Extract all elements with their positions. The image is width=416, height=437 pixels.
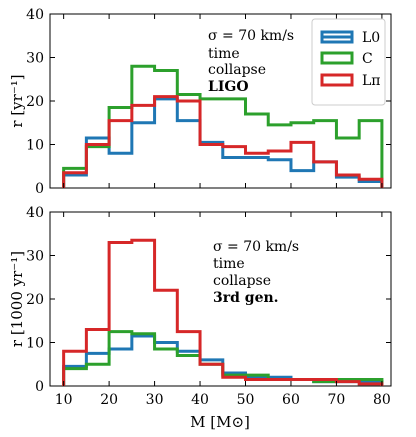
- bot-xtick-label-80: 80: [373, 392, 391, 408]
- top-ytick-label-30: 30: [26, 51, 44, 67]
- bot-ytick-label-0: 0: [35, 379, 44, 395]
- bottom-annotation-bold: 3rd gen.: [213, 290, 279, 306]
- bottom-annotation-line-2: time: [213, 256, 245, 272]
- legend-patch-l0: [320, 30, 354, 44]
- top-annotation-line-1: σ = 70 km/s: [208, 28, 294, 44]
- bot-series-l-line: [62, 238, 384, 386]
- bottom-series-group: [62, 238, 384, 386]
- bottom-xlabel: M [M⊙]: [190, 413, 250, 431]
- bot-xtick-label-20: 20: [100, 392, 118, 408]
- bottom-panel: 0 10 20 30 40 10 20 30 40 50 60 70 80 r [1000 yr⁻¹]…: [8, 205, 392, 431]
- top-annotation: σ = 70 km/s time collapse LIGO: [208, 28, 294, 95]
- bot-xtick-label-60: 60: [282, 392, 300, 408]
- top-panel: 0 10 20 30 40 r [yr⁻¹] σ = 70 km/s time coll…: [8, 7, 392, 197]
- bot-ytick-label-40: 40: [26, 205, 44, 221]
- top-ytick-label-10: 10: [26, 138, 44, 154]
- bot-xtick-label-30: 30: [146, 392, 164, 408]
- legend-patch-lpi: [320, 73, 354, 87]
- bottom-ylabel: r [1000 yr⁻¹]: [8, 251, 26, 347]
- top-y-ticks: 0 10 20 30 40: [26, 7, 391, 197]
- bot-ytick-label-30: 30: [26, 249, 44, 265]
- top-series-l-line: [62, 95, 384, 188]
- bot-xtick-label-10: 10: [55, 392, 73, 408]
- top-annotation-line-3: collapse: [208, 62, 266, 78]
- bot-ytick-label-10: 10: [26, 336, 44, 352]
- bottom-annotation: σ = 70 km/s time collapse 3rd gen.: [213, 239, 299, 306]
- legend-label-lpi: Lπ: [362, 73, 381, 89]
- legend-label-l0: L0: [362, 30, 380, 46]
- legend: L0 C Lπ: [311, 18, 386, 106]
- top-annotation-bold: LIGO: [208, 79, 249, 95]
- bot-xtick-label-50: 50: [237, 392, 255, 408]
- bottom-annotation-line-3: collapse: [213, 273, 271, 289]
- top-ylabel: r [yr⁻¹]: [8, 74, 26, 127]
- top-ytick-label-40: 40: [26, 7, 44, 23]
- top-series-group: [62, 64, 384, 188]
- bot-ytick-label-20: 20: [26, 292, 44, 308]
- top-x-ticks: [63, 14, 383, 188]
- bottom-x-ticks: 10 20 30 40 50 60 70 80: [55, 212, 391, 408]
- top-ytick-label-20: 20: [26, 94, 44, 110]
- bot-xtick-label-70: 70: [328, 392, 346, 408]
- bot-xtick-label-40: 40: [191, 392, 209, 408]
- legend-label-c: C: [362, 51, 373, 67]
- bottom-annotation-line-1: σ = 70 km/s: [213, 239, 299, 255]
- bottom-y-ticks: 0 10 20 30 40: [26, 205, 391, 395]
- legend-patch-c: [320, 51, 354, 65]
- top-ytick-label-0: 0: [35, 181, 44, 197]
- top-annotation-line-2: time: [208, 46, 240, 62]
